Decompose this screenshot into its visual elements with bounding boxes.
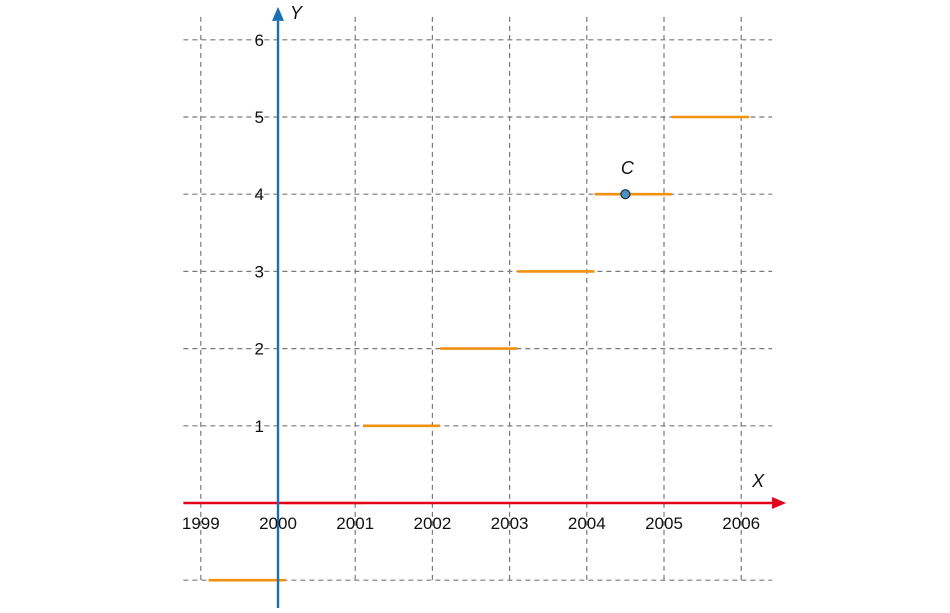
x-tick-label-2006: 2006 [722,514,760,533]
y-tick-label-1: 1 [255,417,264,436]
axis-layer [183,6,787,613]
x-axis-arrow [772,497,787,509]
segment-layer [208,115,749,582]
x-tick-label-2005: 2005 [645,514,683,533]
x-tick-label-2001: 2001 [336,514,374,533]
grid-layer [183,16,773,585]
x-tick-label-2002: 2002 [413,514,451,533]
x-tick-label-2000: 2000 [259,514,297,533]
y-axis-arrow [272,6,284,21]
y-axis-label: Y [290,3,304,23]
point-c-label: C [621,158,635,178]
x-tick-label-2004: 2004 [568,514,606,533]
point-c-marker [620,189,631,200]
x-tick-label-2003: 2003 [491,514,529,533]
point-layer: C [620,158,635,200]
y-tick-label-3: 3 [255,262,264,281]
x-tick-label-1999: 1999 [182,514,220,533]
x-axis-label: X [751,471,765,491]
y-tick-label-5: 5 [255,108,264,127]
y-tick-label-2: 2 [255,340,264,359]
y-tick-label-4: 4 [255,185,264,204]
y-tick-label-6: 6 [255,31,264,50]
label-layer: 1999 2000 2001 2002 2003 2004 2005 2006 1 2 3 4 5 6 X Y [182,3,765,533]
